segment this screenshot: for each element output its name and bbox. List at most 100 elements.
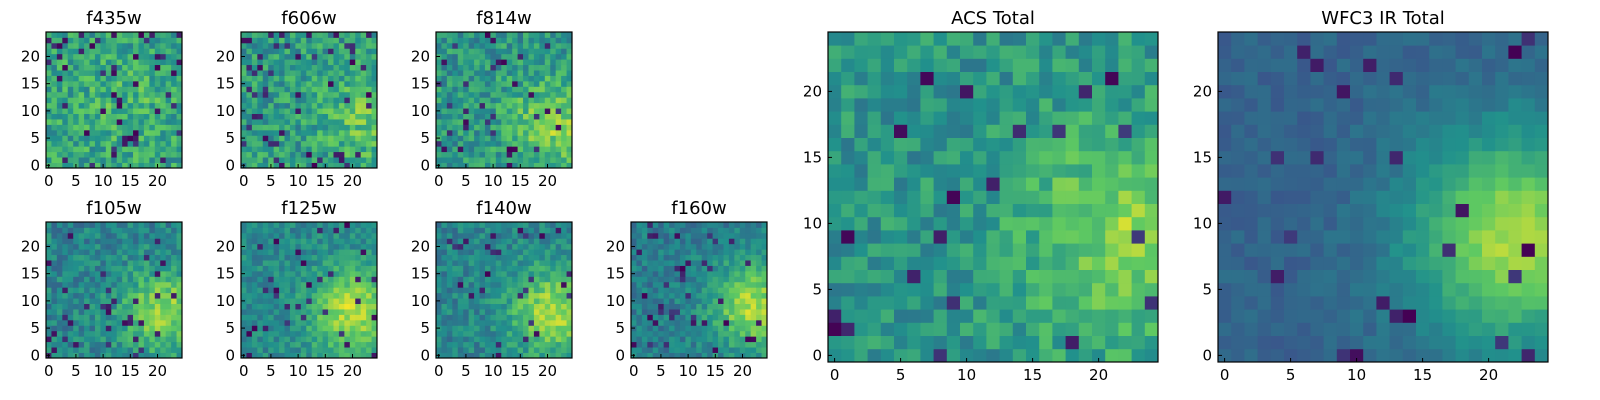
heatmap-cell <box>696 319 703 326</box>
heatmap-cell <box>441 42 448 49</box>
heatmap-cell <box>474 42 480 49</box>
heatmap-cell <box>241 97 247 104</box>
heatmap-cell <box>176 260 183 266</box>
heatmap-cell <box>73 249 80 256</box>
heatmap-cell <box>349 249 356 256</box>
x-tick-label: 10 <box>484 172 503 190</box>
x-tick-label: 10 <box>679 362 698 380</box>
heatmap-cell <box>311 243 318 250</box>
heatmap-cell <box>344 151 351 158</box>
heatmap-cell <box>94 232 101 239</box>
heatmap-cell <box>366 102 372 109</box>
heatmap-cell <box>122 270 128 277</box>
heatmap-cell <box>446 64 453 71</box>
heatmap-cell <box>289 108 296 114</box>
heatmap-cell <box>506 113 513 120</box>
heatmap-cell <box>517 325 524 332</box>
heatmap-cell <box>734 265 741 272</box>
heatmap-cell <box>550 64 557 71</box>
heatmap-cell <box>723 303 730 310</box>
heatmap-cell <box>257 135 264 142</box>
heatmap-cell <box>94 325 101 332</box>
heatmap-cell <box>257 119 264 125</box>
heatmap-cell <box>251 119 258 125</box>
heatmap-cell <box>116 119 123 125</box>
heatmap-cell <box>366 157 372 163</box>
heatmap-cell <box>441 303 448 310</box>
heatmap-cell <box>165 254 172 261</box>
heatmap-cell <box>436 314 442 321</box>
heatmap-cell <box>631 276 637 283</box>
heatmap-cell <box>311 336 318 343</box>
heatmap-cell <box>284 124 291 131</box>
heatmap-cell <box>300 129 307 136</box>
heatmap-cell <box>311 287 318 294</box>
heatmap-cell <box>457 157 464 163</box>
heatmap-cell <box>495 48 502 55</box>
heatmap-cell <box>322 119 329 125</box>
heatmap-cell <box>468 32 475 38</box>
heatmap-cell <box>734 232 741 239</box>
heatmap-cell <box>306 254 313 261</box>
heatmap-cell <box>133 270 139 277</box>
heatmap-cell <box>143 97 150 104</box>
heatmap-cell <box>933 111 948 125</box>
heatmap-cell <box>663 260 670 266</box>
heatmap-cell <box>328 347 334 353</box>
heatmap-cell <box>366 309 372 315</box>
heatmap-cell <box>463 309 470 315</box>
heatmap-cell <box>317 80 323 87</box>
heatmap-cell <box>728 330 735 337</box>
heatmap-cell <box>154 341 161 348</box>
heatmap-cell <box>946 190 961 204</box>
heatmap-cell <box>495 238 502 245</box>
heatmap-cell <box>457 309 464 315</box>
heatmap-cell <box>946 124 961 138</box>
heatmap-cell <box>463 124 470 131</box>
heatmap-cell <box>894 216 908 231</box>
heatmap-cell <box>669 227 675 234</box>
heatmap-cell <box>56 86 63 93</box>
heatmap-cell <box>122 287 128 294</box>
heatmap-cell <box>133 309 139 315</box>
heatmap-cell <box>349 64 356 71</box>
heatmap-cell <box>78 249 85 256</box>
heatmap-cell <box>289 260 296 266</box>
heatmap-cell <box>441 124 448 131</box>
heatmap-cell <box>452 222 459 228</box>
heatmap-cell <box>127 70 134 76</box>
heatmap-cell <box>641 330 648 337</box>
heatmap-cell <box>490 129 497 136</box>
heatmap-cell <box>371 64 378 71</box>
heatmap-cell <box>474 319 480 326</box>
heatmap-cell <box>165 232 172 239</box>
acs-total-title: ACS Total <box>951 8 1035 29</box>
heatmap-cell <box>446 86 453 93</box>
heatmap-cell <box>528 309 535 315</box>
heatmap-cell <box>105 298 112 304</box>
heatmap-cell <box>306 48 313 55</box>
heatmap-cell <box>647 341 654 348</box>
heatmap-cell <box>149 80 156 87</box>
heatmap-cell <box>328 162 334 169</box>
heatmap-cell <box>641 298 648 304</box>
heatmap-cell <box>490 270 497 277</box>
heatmap-cell <box>165 119 172 125</box>
heatmap-cell <box>566 238 573 245</box>
y-tick-label: 5 <box>420 319 430 337</box>
heatmap-cell <box>1026 269 1040 284</box>
heatmap-cell <box>631 292 637 299</box>
heatmap-cell <box>273 341 280 348</box>
heatmap-cell <box>133 330 139 337</box>
heatmap-cell <box>333 276 340 283</box>
heatmap-cell <box>322 270 329 277</box>
heatmap-cell <box>176 157 183 163</box>
heatmap-cell <box>973 309 987 323</box>
heatmap-cell <box>105 119 112 125</box>
heatmap-cell <box>262 330 269 337</box>
heatmap-cell <box>658 254 665 261</box>
heatmap-cell <box>867 322 882 336</box>
heatmap-cell <box>468 97 475 104</box>
heatmap-cell <box>517 59 524 66</box>
heatmap-cell <box>355 330 362 337</box>
